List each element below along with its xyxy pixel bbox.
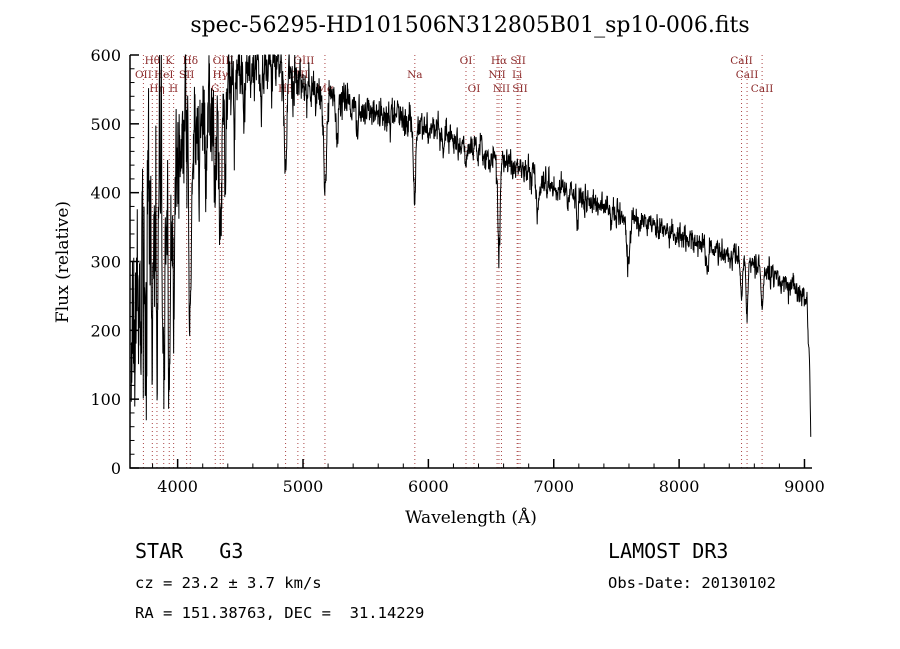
survey-release-label: LAMOST DR3	[608, 539, 728, 563]
feature-label: Hθ	[145, 55, 160, 67]
feature-label: K	[165, 55, 173, 67]
x-axis-label: Wavelength (Å)	[405, 507, 537, 528]
x-tick-label: 5000	[283, 477, 324, 496]
feature-label: CaII	[736, 69, 759, 81]
feature-label: HeI	[154, 69, 174, 81]
obs-date: Obs-Date: 20130102	[608, 574, 776, 592]
chart-title: spec-56295-HD101506N312805B01_sp10-006.f…	[190, 13, 749, 38]
feature-label: Hα	[491, 55, 507, 67]
feature-label: G	[211, 83, 219, 95]
feature-label: OII	[135, 69, 152, 81]
y-tick-label: 0	[111, 459, 121, 478]
feature-label: OI	[460, 55, 473, 67]
feature-label: OIII	[213, 55, 234, 67]
flux-spectrum-trace	[130, 54, 812, 437]
cz-value: cz = 23.2 ± 3.7 km/s	[135, 574, 322, 592]
feature-label: Na	[407, 69, 422, 81]
y-axis-label: Flux (relative)	[53, 201, 73, 323]
x-tick-label: 6000	[408, 477, 449, 496]
ra-dec-coords: RA = 151.38763, DEC = 31.14229	[135, 604, 424, 622]
x-tick-label: 4000	[157, 477, 198, 496]
feature-label: OI	[468, 83, 481, 95]
feature-label: Hβ	[278, 83, 293, 95]
feature-label: NII	[488, 69, 505, 81]
y-tick-label: 200	[90, 321, 121, 340]
y-tick-label: 600	[90, 46, 121, 65]
feature-label: SII	[179, 69, 195, 81]
y-tick-label: 500	[90, 115, 121, 134]
y-tick-label: 400	[90, 184, 121, 203]
feature-label: CaII	[751, 83, 774, 95]
feature-label: SII	[510, 55, 526, 67]
feature-label: Hγ	[213, 69, 228, 81]
axis-frame	[129, 55, 812, 469]
x-tick-label: 9000	[784, 477, 825, 496]
object-class-label: STAR G3	[135, 539, 243, 563]
feature-label: Hη	[149, 83, 164, 95]
x-tick-label: 7000	[533, 477, 574, 496]
feature-label: H	[169, 83, 178, 95]
x-tick-label: 8000	[659, 477, 700, 496]
feature-label: Li	[512, 69, 523, 81]
y-tick-label: 100	[90, 390, 121, 409]
axes: 4000 5000 6000 7000 8000 9000 0 100 200 300 400 500…	[90, 46, 824, 496]
spectrum-path	[130, 54, 812, 437]
feature-label: NII	[493, 83, 510, 95]
feature-label: CaII	[730, 55, 753, 67]
y-tick-label: 300	[90, 253, 121, 272]
feature-label: SII	[512, 83, 528, 95]
feature-label: OIII	[293, 55, 314, 67]
